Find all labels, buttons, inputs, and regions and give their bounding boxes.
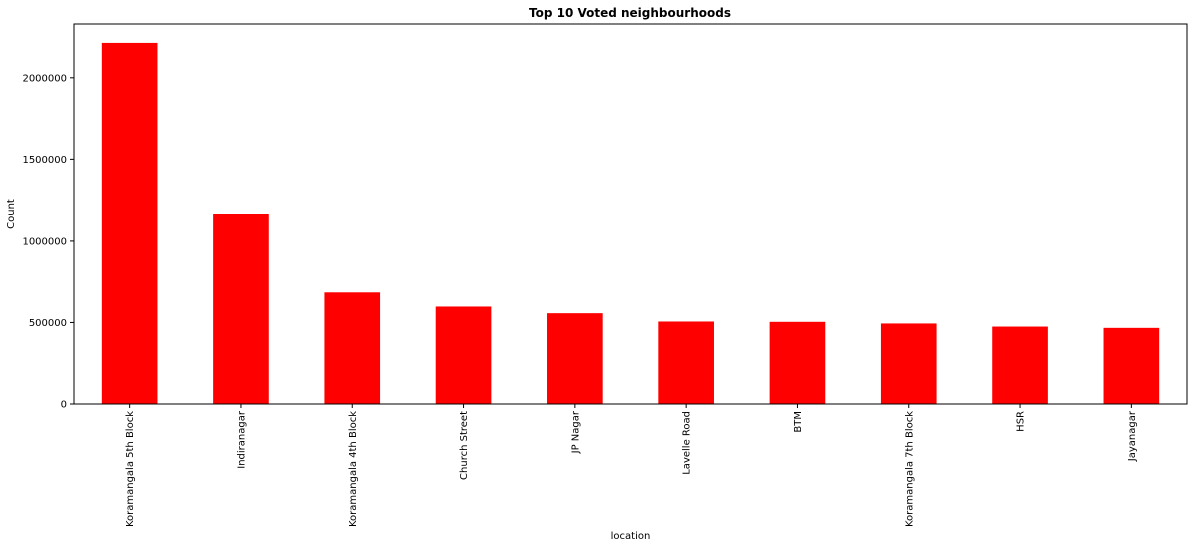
x-tick-label: Koramangala 7th Block <box>904 411 915 527</box>
y-axis-ticks: 0 500000 1000000 1500000 2000000 <box>22 73 74 411</box>
bar-0 <box>101 42 158 404</box>
bar-4 <box>547 313 603 404</box>
x-tick-label: Koramangala 4th Block <box>348 411 359 527</box>
bar-9 <box>1103 327 1160 404</box>
bar-2 <box>324 292 381 404</box>
y-tick-label: 0 <box>61 400 67 411</box>
x-tick-label: BTM <box>793 411 804 433</box>
y-tick-label: 2000000 <box>22 73 67 84</box>
chart-title: Top 10 Voted neighbourhoods <box>529 6 731 20</box>
x-tick-label: HSR <box>1016 411 1027 432</box>
x-axis-label: location <box>611 531 651 542</box>
bar-3 <box>435 306 492 404</box>
y-tick-label: 1500000 <box>22 155 67 166</box>
x-tick-label: Lavelle Road <box>682 411 693 475</box>
x-tick-label: JP Nagar <box>570 410 581 454</box>
plot-frame <box>73 23 1188 405</box>
y-axis-label: Count <box>6 199 17 229</box>
y-tick-label: 500000 <box>29 318 67 329</box>
x-axis-ticks: Koramangala 5th Block Indiranagar Koramang… <box>125 404 1138 527</box>
bar-1 <box>213 214 269 404</box>
bars-group <box>101 42 1160 404</box>
y-tick-label: 1000000 <box>22 236 67 247</box>
x-tick-label: Church Street <box>459 411 470 480</box>
x-tick-label: Jayanagar <box>1127 410 1138 462</box>
bar-7 <box>880 323 937 404</box>
bar-5 <box>658 321 714 404</box>
x-tick-label: Koramangala 5th Block <box>125 411 136 527</box>
x-tick-label: Indiranagar <box>236 410 247 469</box>
bar-6 <box>769 321 826 404</box>
bar-8 <box>992 326 1048 404</box>
